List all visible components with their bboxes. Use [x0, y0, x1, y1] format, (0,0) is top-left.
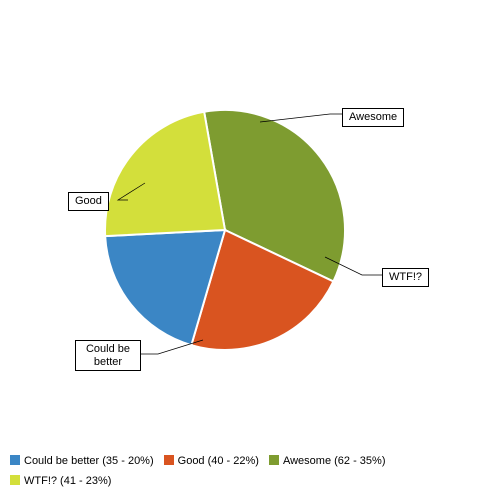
pie-slice — [105, 112, 225, 236]
legend-swatch — [10, 455, 20, 465]
legend-item: Could be better (35 - 20%) — [10, 452, 154, 472]
callout-label: Could be better — [75, 340, 141, 371]
callout-label: Good — [68, 192, 109, 211]
legend-text: Awesome (62 - 35%) — [283, 455, 386, 467]
legend-item: Good (40 - 22%) — [164, 452, 259, 472]
legend-item: WTF!? (41 - 23%) — [10, 472, 111, 492]
callout-label: WTF!? — [382, 268, 429, 287]
pie-svg — [0, 0, 500, 500]
callout-label: Awesome — [342, 108, 404, 127]
legend-text: WTF!? (41 - 23%) — [24, 475, 111, 487]
legend-text: Good (40 - 22%) — [178, 455, 259, 467]
callout-line — [260, 114, 342, 122]
legend: Could be better (35 - 20%) Good (40 - 22%… — [10, 452, 490, 492]
pie-chart: Awesome Good Could be better WTF!? Could be… — [0, 0, 500, 500]
legend-text: Could be better (35 - 20%) — [24, 455, 154, 467]
legend-swatch — [10, 475, 20, 485]
legend-swatch — [164, 455, 174, 465]
legend-swatch — [269, 455, 279, 465]
legend-item: Awesome (62 - 35%) — [269, 452, 386, 472]
